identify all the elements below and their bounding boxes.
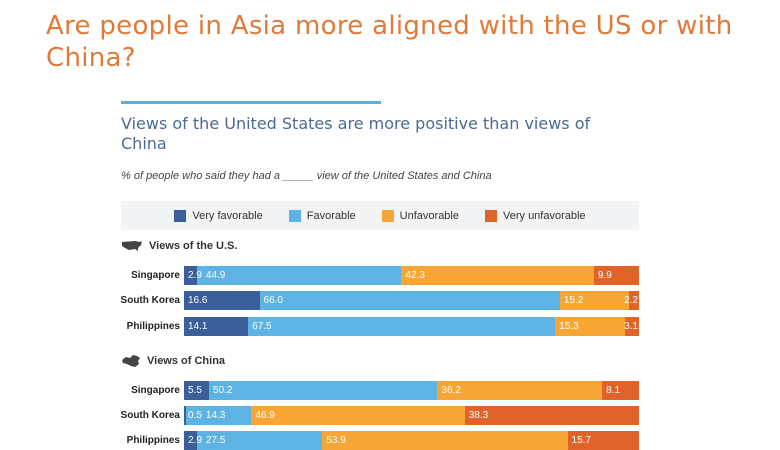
data-label: 14.1 [188, 321, 208, 332]
bar-segment-unfavorable: 46.9 [251, 406, 465, 425]
bar-segment-very-favorable: 2.9 [184, 266, 202, 285]
data-label: 8.1 [606, 385, 621, 396]
data-label: 2.2 [624, 295, 638, 306]
data-label: 66.0 [263, 295, 283, 306]
data-label: 36.2 [441, 385, 461, 396]
bar-segment-very-unfavorable: 15.7 [567, 431, 639, 450]
bar-segment-unfavorable: 42.3 [401, 266, 594, 285]
accent-rule [121, 101, 381, 104]
bar-segment-very-favorable: 5.5 [184, 381, 210, 400]
bar-segment-unfavorable: 36.2 [437, 381, 603, 400]
bar-segment-very-favorable: 0.5 [184, 406, 202, 425]
chart-subtitle: % of people who said they had a _____ vi… [121, 170, 492, 182]
bar-segment-favorable: 50.2 [209, 381, 438, 400]
data-label: 67.5 [252, 321, 272, 332]
slide-title: Are people in Asia more aligned with the… [46, 11, 733, 73]
data-label: 50.2 [213, 385, 233, 396]
legend-label: Unfavorable [399, 209, 459, 222]
bar-segment-unfavorable: 15.3 [555, 317, 625, 336]
data-label: 38.3 [468, 410, 489, 421]
bar-segment-favorable: 66.0 [259, 291, 560, 310]
bar-row: Philippines 14.1 67.5 15.3 3.1 [100, 317, 639, 336]
legend-swatch [485, 209, 497, 222]
bar-row: South Korea 0.5 14.3 46.9 38.3 [100, 406, 639, 425]
stacked-bar: 2.9 44.9 42.3 9.9 [184, 266, 639, 285]
bar-segment-very-unfavorable: 3.1 [624, 317, 639, 336]
category-label: South Korea [120, 410, 180, 421]
data-label: 5.5 [188, 385, 202, 396]
bar-segment-favorable: 67.5 [248, 317, 556, 336]
bar-segment-very-unfavorable: 8.1 [602, 381, 639, 400]
data-label: 53.9 [326, 435, 346, 446]
bar-segment-unfavorable: 53.9 [322, 431, 568, 450]
legend-item: Unfavorable [381, 209, 459, 222]
panel-header: Views of China [121, 354, 225, 368]
legend: Very favorable Favorable Unfavorable Very u… [121, 201, 639, 230]
data-label: 3.1 [624, 321, 638, 332]
bar-segment-very-unfavorable: 38.3 [464, 406, 639, 425]
bar-segment-favorable: 14.3 [186, 406, 252, 425]
legend-item: Very unfavorable [485, 209, 586, 222]
panel-label: Views of the U.S. [149, 240, 238, 252]
data-label: 42.3 [405, 270, 425, 281]
data-label: 46.9 [255, 410, 275, 421]
bar-segment-unfavorable: 15.2 [559, 291, 629, 310]
bar-segment-very-unfavorable: 9.9 [593, 266, 639, 285]
data-label: 27.5 [205, 435, 226, 446]
stacked-bar: 2.9 27.5 53.9 15.7 [184, 431, 639, 450]
bar-segment-favorable: 44.9 [197, 266, 402, 285]
data-label: 2.9 [188, 435, 202, 446]
bar-segment-favorable: 27.5 [197, 431, 323, 450]
data-label: 14.3 [205, 410, 226, 421]
stacked-bar: 16.6 66.0 15.2 2.2 [184, 291, 639, 310]
data-label: 0.5 [188, 410, 202, 421]
legend-swatch [174, 209, 187, 222]
bar-row: South Korea 16.6 66.0 15.2 2.2 [100, 291, 639, 310]
bar-segment-very-favorable: 2.9 [184, 431, 202, 450]
bar-segment-very-favorable: 14.1 [184, 317, 249, 336]
stacked-bar: 14.1 67.5 15.3 3.1 [184, 317, 639, 336]
data-label: 44.9 [205, 270, 226, 281]
bar-row: Philippines 2.9 27.5 53.9 15.7 [100, 431, 639, 450]
data-label: 2.9 [188, 270, 202, 281]
panel-label: Views of China [147, 355, 226, 367]
category-label: Philippines [126, 435, 180, 446]
legend-label: Very unfavorable [503, 209, 586, 222]
china-map-icon [121, 354, 141, 368]
us-map-icon [121, 240, 143, 252]
bar-row: Singapore 2.9 44.9 42.3 9.9 [100, 266, 639, 285]
stacked-bar: 5.5 50.2 36.2 8.1 [184, 381, 639, 400]
legend-item: Favorable [288, 209, 356, 222]
data-label: 15.7 [571, 435, 592, 446]
data-label: 16.6 [188, 295, 208, 306]
legend-label: Very favorable [192, 209, 263, 222]
category-label: South Korea [120, 295, 180, 306]
legend-swatch [381, 209, 394, 222]
category-label: Singapore [131, 270, 180, 281]
legend-label: Favorable [306, 209, 356, 222]
chart-title: Views of the United States are more posi… [121, 114, 591, 153]
stacked-bar: 0.5 14.3 46.9 38.3 [184, 406, 639, 425]
category-label: Philippines [126, 321, 180, 332]
bar-segment-very-unfavorable: 2.2 [624, 291, 639, 310]
category-label: Singapore [131, 385, 180, 396]
data-label: 9.9 [597, 270, 612, 281]
bar-row: Singapore 5.5 50.2 36.2 8.1 [100, 381, 639, 400]
bar-segment-very-favorable: 16.6 [184, 291, 260, 310]
panel-header: Views of the U.S. [121, 240, 237, 252]
legend-swatch [288, 209, 301, 222]
legend-item: Very favorable [174, 209, 263, 222]
data-label: 15.3 [559, 321, 579, 332]
data-label: 15.2 [563, 295, 584, 306]
